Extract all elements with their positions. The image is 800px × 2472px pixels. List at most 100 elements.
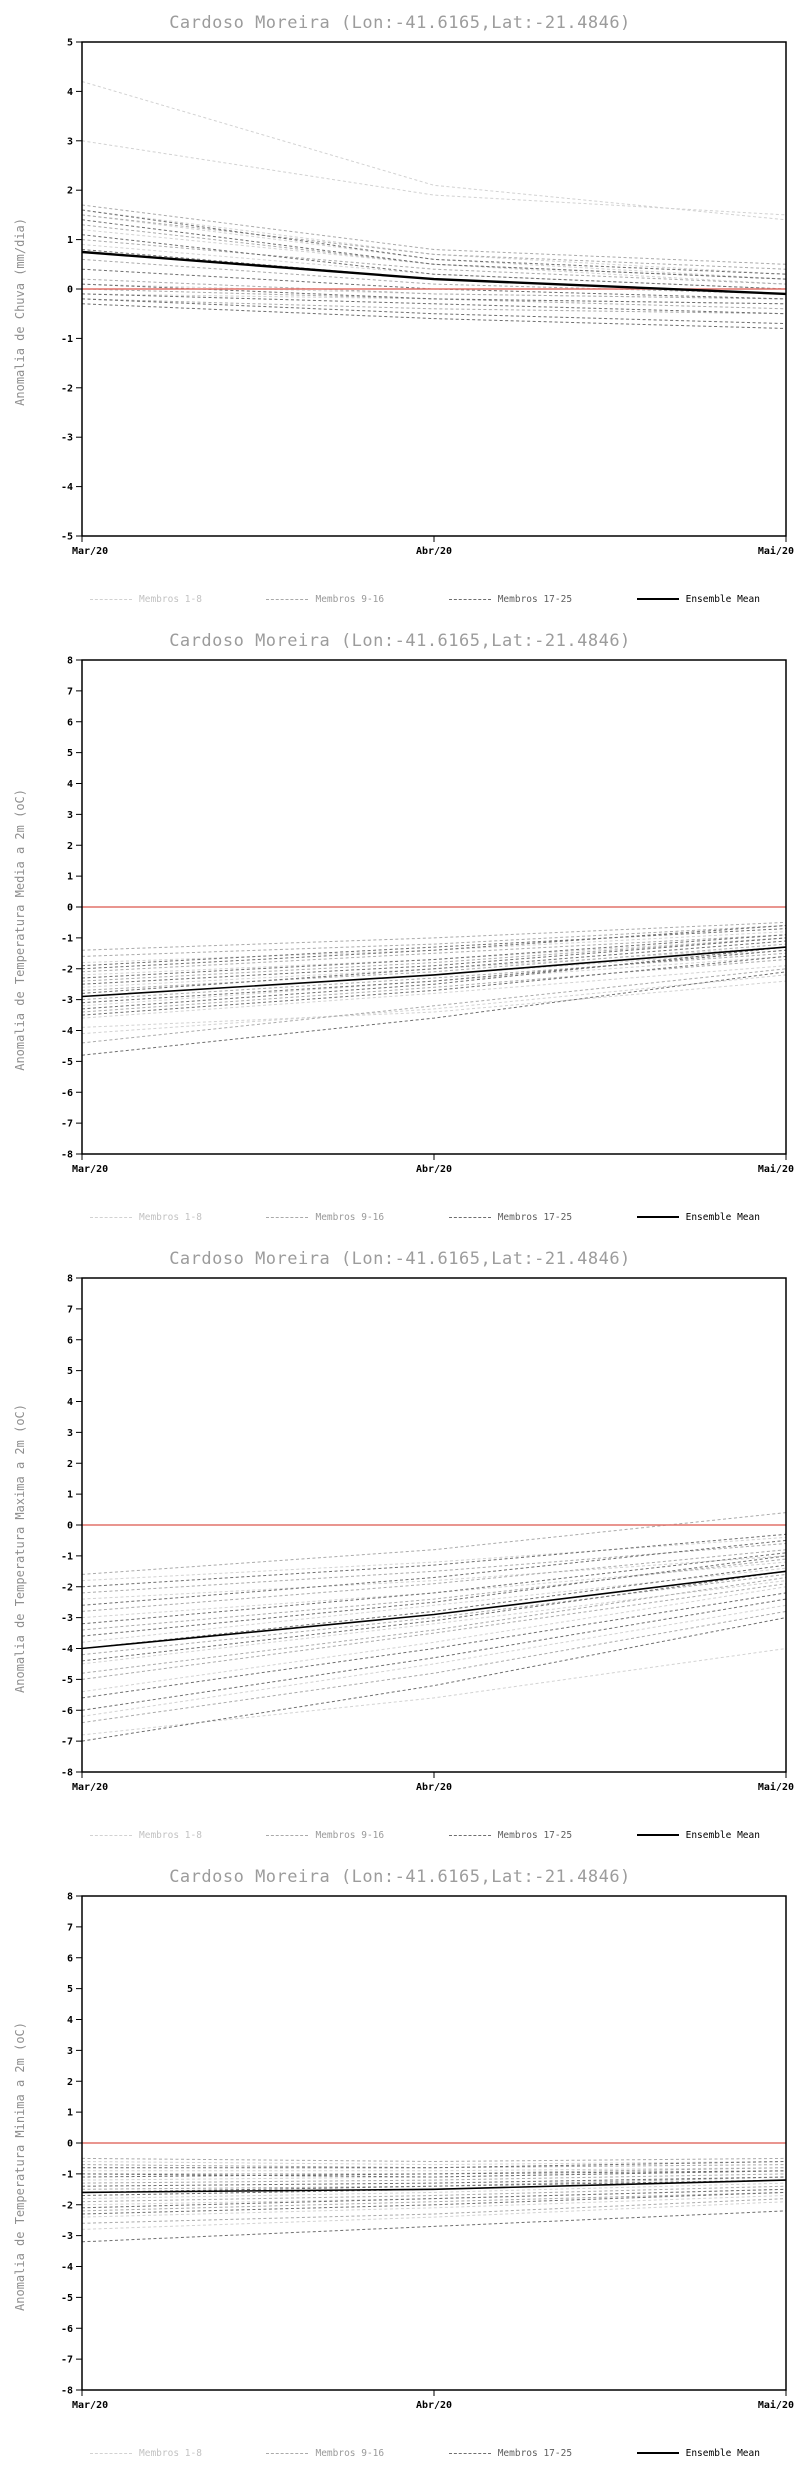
svg-text:-4: -4 xyxy=(61,482,73,493)
svg-text:-6: -6 xyxy=(61,1706,73,1717)
legend: Membros 1-8 Membros 9-16 Membros 17-25 E… xyxy=(90,2444,760,2462)
plot-area: 8 7 6 5 4 3 2 1 0 -1 -2 -3 -4 -5 -6 -7 -8 Mar/20 Abr/20 Mai… xyxy=(61,1274,794,1794)
svg-text:Mar/20: Mar/20 xyxy=(72,546,108,557)
y-axis-label: Anomalia de Temperatura Minima a 2m (oC) xyxy=(13,2021,27,2311)
svg-text:6: 6 xyxy=(67,717,73,728)
legend: Membros 1-8 Membros 9-16 Membros 17-25 E… xyxy=(90,1826,760,1844)
svg-text:-3: -3 xyxy=(61,433,73,444)
svg-text:4: 4 xyxy=(67,1397,73,1408)
svg-text:1: 1 xyxy=(67,235,73,246)
legend: Membros 1-8 Membros 9-16 Membros 17-25 E… xyxy=(90,1208,760,1226)
svg-text:-4: -4 xyxy=(61,2262,73,2273)
svg-text:-8: -8 xyxy=(61,1150,73,1161)
legend: Membros 1-8 Membros 9-16 Membros 17-25 E… xyxy=(90,590,760,608)
svg-text:6: 6 xyxy=(67,1335,73,1346)
svg-text:-4: -4 xyxy=(61,1644,73,1655)
svg-text:-1: -1 xyxy=(61,1551,73,1562)
svg-text:Mai/20: Mai/20 xyxy=(758,1781,794,1793)
svg-text:5: 5 xyxy=(67,1366,73,1377)
svg-text:-6: -6 xyxy=(61,2324,73,2335)
svg-text:-8: -8 xyxy=(61,1768,73,1779)
svg-text:8: 8 xyxy=(67,656,73,667)
svg-text:Mai/20: Mai/20 xyxy=(758,545,794,557)
svg-text:8: 8 xyxy=(67,1274,73,1285)
svg-text:Mai/20: Mai/20 xyxy=(758,1163,794,1175)
y-axis-label: Anomalia de Temperatura Media a 2m (oC) xyxy=(13,789,27,1071)
solid-line-swatch xyxy=(636,1834,679,1836)
chart-title: Cardoso Moreira (Lon:-41.6165,Lat:-21.48… xyxy=(169,631,631,651)
legend-item-membros-9-16: Membros 9-16 xyxy=(266,1212,384,1223)
dashed-line-swatch xyxy=(266,598,309,600)
svg-text:5: 5 xyxy=(67,1984,73,1995)
plot-area: 5 4 3 2 1 0 -1 -2 -3 -4 -5 Mar/20 Abr/20 Mai/20 xyxy=(61,38,794,558)
legend-item-ensemble-mean: Ensemble Mean xyxy=(636,594,760,605)
svg-text:-3: -3 xyxy=(61,995,73,1006)
y-axis-label: Anomalia de Temperatura Maxima a 2m (oC) xyxy=(13,1403,27,1693)
svg-text:3: 3 xyxy=(67,2046,73,2057)
solid-line-swatch xyxy=(636,2452,679,2454)
svg-text:4: 4 xyxy=(67,2015,73,2026)
dashed-line-swatch xyxy=(90,1216,132,1218)
legend-item-membros-9-16: Membros 9-16 xyxy=(266,594,384,605)
min-temperature-anomaly-chart: Cardoso Moreira (Lon:-41.6165,Lat:-21.48… xyxy=(0,1854,800,2472)
svg-text:7: 7 xyxy=(67,1922,73,1933)
dashed-line-swatch xyxy=(448,598,491,600)
legend-item-ensemble-mean: Ensemble Mean xyxy=(636,1212,760,1223)
max-temperature-anomaly-chart: Cardoso Moreira (Lon:-41.6165,Lat:-21.48… xyxy=(0,1236,800,1854)
svg-text:Abr/20: Abr/20 xyxy=(416,1164,452,1175)
svg-text:2: 2 xyxy=(67,841,73,852)
svg-text:-1: -1 xyxy=(61,2169,73,2180)
dashed-line-swatch xyxy=(90,598,132,600)
chart-title: Cardoso Moreira (Lon:-41.6165,Lat:-21.48… xyxy=(169,1249,631,1269)
dashed-line-swatch xyxy=(266,2452,309,2454)
svg-text:1: 1 xyxy=(67,1490,73,1501)
dashed-line-swatch xyxy=(266,1834,309,1836)
legend-item-membros-1-8: Membros 1-8 xyxy=(90,2448,202,2459)
svg-text:-2: -2 xyxy=(61,383,73,394)
svg-text:-4: -4 xyxy=(61,1026,73,1037)
mean-temperature-anomaly-chart: Cardoso Moreira (Lon:-41.6165,Lat:-21.48… xyxy=(0,618,800,1236)
svg-text:-5: -5 xyxy=(61,2293,73,2304)
svg-text:-2: -2 xyxy=(61,1582,73,1593)
svg-text:1: 1 xyxy=(67,2108,73,2119)
legend-item-membros-17-25: Membros 17-25 xyxy=(448,594,572,605)
svg-text:8: 8 xyxy=(67,1892,73,1903)
precipitation-anomaly-chart: Cardoso Moreira (Lon:-41.6165,Lat:-21.48… xyxy=(0,0,800,618)
svg-text:Abr/20: Abr/20 xyxy=(416,2400,452,2411)
y-axis-label: Anomalia de Chuva (mm/dia) xyxy=(13,218,27,406)
svg-text:1: 1 xyxy=(67,872,73,883)
legend-item-membros-9-16: Membros 9-16 xyxy=(266,1830,384,1841)
svg-text:Mar/20: Mar/20 xyxy=(72,2400,108,2411)
solid-line-swatch xyxy=(636,598,679,600)
legend-item-membros-17-25: Membros 17-25 xyxy=(448,1212,572,1223)
svg-text:2: 2 xyxy=(67,186,73,197)
legend-item-membros-17-25: Membros 17-25 xyxy=(448,2448,572,2459)
legend-item-membros-9-16: Membros 9-16 xyxy=(266,2448,384,2459)
svg-text:0: 0 xyxy=(67,1521,73,1532)
legend-item-membros-17-25: Membros 17-25 xyxy=(448,1830,572,1841)
svg-text:2: 2 xyxy=(67,1459,73,1470)
svg-text:-3: -3 xyxy=(61,2231,73,2242)
dashed-line-swatch xyxy=(90,1834,132,1836)
svg-text:Abr/20: Abr/20 xyxy=(416,1782,452,1793)
svg-text:4: 4 xyxy=(67,779,73,790)
legend-item-membros-1-8: Membros 1-8 xyxy=(90,1830,202,1841)
solid-line-swatch xyxy=(636,1216,679,1218)
svg-text:-2: -2 xyxy=(61,964,73,975)
chart-title: Cardoso Moreira (Lon:-41.6165,Lat:-21.48… xyxy=(169,1867,631,1887)
chart-title: Cardoso Moreira (Lon:-41.6165,Lat:-21.48… xyxy=(169,13,631,33)
svg-text:6: 6 xyxy=(67,1953,73,1964)
svg-text:-6: -6 xyxy=(61,1088,73,1099)
svg-text:Abr/20: Abr/20 xyxy=(416,546,452,557)
legend-item-membros-1-8: Membros 1-8 xyxy=(90,594,202,605)
svg-text:5: 5 xyxy=(67,38,73,49)
dashed-line-swatch xyxy=(448,1216,491,1218)
svg-text:-8: -8 xyxy=(61,2386,73,2397)
svg-text:Mai/20: Mai/20 xyxy=(758,2399,794,2411)
svg-text:3: 3 xyxy=(67,810,73,821)
svg-text:-5: -5 xyxy=(61,1057,73,1068)
svg-text:Mar/20: Mar/20 xyxy=(72,1164,108,1175)
svg-text:3: 3 xyxy=(67,1428,73,1439)
svg-text:-7: -7 xyxy=(61,2355,73,2366)
svg-text:5: 5 xyxy=(67,748,73,759)
